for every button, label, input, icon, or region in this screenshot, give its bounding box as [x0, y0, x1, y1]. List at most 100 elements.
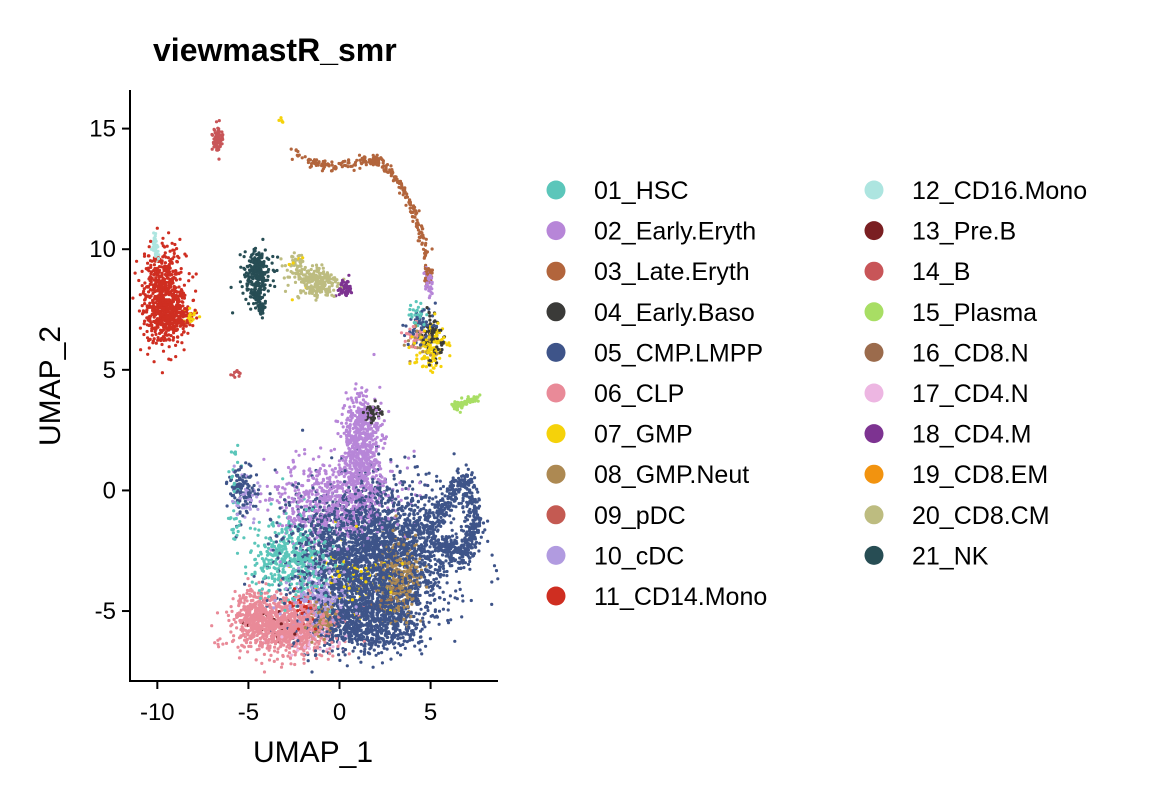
scatter-point — [174, 293, 178, 297]
scatter-point — [241, 291, 245, 295]
scatter-point — [291, 460, 295, 464]
scatter-point — [441, 566, 446, 571]
scatter-point — [285, 268, 289, 272]
scatter-point — [290, 550, 294, 554]
scatter-point — [163, 251, 167, 255]
scatter-point — [377, 416, 381, 420]
scatter-point — [407, 456, 411, 460]
scatter-point — [194, 289, 198, 293]
scatter-point — [257, 580, 261, 585]
scatter-point — [410, 504, 414, 508]
scatter-point — [254, 582, 258, 586]
scatter-point — [293, 489, 297, 493]
scatter-point — [341, 620, 345, 625]
scatter-point — [410, 335, 414, 339]
scatter-point — [303, 576, 307, 580]
scatter-point — [303, 155, 307, 159]
scatter-point — [143, 281, 147, 285]
scatter-point — [439, 487, 443, 491]
scatter-point — [385, 647, 389, 651]
scatter-point — [407, 513, 411, 518]
scatter-point — [454, 532, 458, 536]
scatter-point — [329, 273, 333, 277]
scatter-point — [433, 312, 437, 316]
scatter-point — [288, 503, 292, 507]
scatter-point — [248, 641, 253, 645]
scatter-point — [161, 236, 165, 240]
scatter-point — [216, 642, 220, 646]
scatter-point — [304, 524, 308, 528]
scatter-point — [169, 358, 173, 362]
scatter-point — [409, 303, 413, 307]
scatter-point — [434, 495, 438, 499]
scatter-point — [466, 467, 470, 471]
scatter-point — [411, 487, 415, 491]
scatter-point — [260, 661, 264, 666]
scatter-point — [279, 592, 283, 596]
scatter-point — [191, 298, 195, 303]
scatter-point — [317, 455, 321, 459]
scatter-point — [234, 620, 238, 624]
scatter-point — [247, 584, 251, 588]
scatter-point — [405, 466, 409, 470]
scatter-point — [258, 500, 262, 504]
scatter-point — [187, 272, 191, 276]
scatter-point — [438, 356, 442, 360]
scatter-point — [460, 594, 465, 598]
scatter-point — [321, 266, 325, 270]
scatter-point — [416, 473, 420, 477]
scatter-point — [486, 519, 490, 523]
scatter-point — [443, 494, 447, 498]
scatter-point — [248, 526, 252, 530]
scatter-point — [292, 641, 296, 645]
scatter-point — [469, 598, 473, 603]
scatter-point — [429, 581, 433, 585]
scatter-point — [340, 421, 344, 425]
scatter-point — [337, 463, 341, 467]
scatter-point — [319, 446, 323, 450]
scatter-point — [289, 470, 293, 474]
scatter-point — [282, 276, 286, 280]
scatter-point — [458, 587, 462, 592]
scatter-point — [415, 357, 419, 361]
scatter-point — [287, 495, 291, 499]
scatter-point — [138, 293, 142, 297]
scatter-point — [271, 254, 275, 259]
scatter-point — [379, 401, 383, 405]
scatter-point — [353, 387, 357, 391]
scatter-point — [415, 622, 419, 627]
scatter-point — [297, 496, 301, 500]
scatter-point — [281, 596, 286, 600]
scatter-point — [260, 316, 264, 320]
scatter-point — [336, 432, 340, 436]
scatter-point — [379, 438, 383, 442]
scatter-point — [453, 639, 457, 643]
scatter-point — [432, 598, 436, 603]
scatter-point — [276, 650, 280, 654]
scatter-point — [412, 454, 416, 458]
scatter-point — [238, 594, 242, 598]
scatter-point — [215, 611, 220, 615]
scatter-point — [137, 278, 141, 283]
scatter-point — [341, 489, 346, 493]
scatter-point — [371, 434, 375, 438]
scatter-point — [244, 461, 248, 465]
scatter-point — [311, 457, 315, 461]
scatter-point — [437, 609, 442, 613]
scatter-point — [359, 660, 363, 664]
scatter-point — [364, 163, 368, 167]
scatter-point — [403, 455, 407, 459]
scatter-point — [277, 118, 281, 122]
scatter-point — [424, 472, 428, 476]
scatter-point — [330, 456, 334, 460]
scatter-point — [409, 492, 414, 496]
scatter-point — [417, 544, 421, 549]
scatter-point — [350, 640, 354, 645]
scatter-point — [341, 425, 345, 429]
scatter-point — [273, 530, 277, 535]
scatter-point — [244, 297, 248, 301]
scatter-point — [421, 616, 425, 620]
scatter-point — [217, 119, 221, 123]
scatter-point — [290, 255, 294, 259]
scatter-point — [306, 474, 311, 478]
